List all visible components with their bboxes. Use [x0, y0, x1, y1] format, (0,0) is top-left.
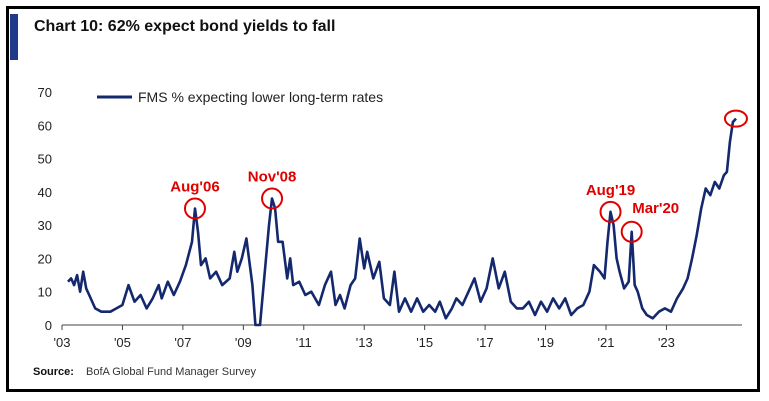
x-tick-label: '23 — [658, 335, 675, 350]
y-tick-label: 20 — [38, 251, 52, 266]
annotation-label: Aug'19 — [586, 182, 635, 199]
series-line — [67, 117, 737, 327]
x-tick-label: '15 — [416, 335, 433, 350]
y-tick-label: 70 — [38, 85, 52, 100]
y-tick-label: 30 — [38, 218, 52, 233]
x-tick-label: '03 — [54, 335, 71, 350]
x-tick-label: '17 — [477, 335, 494, 350]
chart-title: Chart 10: 62% expect bond yields to fall — [34, 18, 336, 35]
y-tick-label: 60 — [38, 118, 52, 133]
y-tick-label: 40 — [38, 185, 52, 200]
title-accent-bar — [10, 14, 18, 60]
y-axis: 0 10 20 30 40 50 60 70 — [38, 85, 52, 333]
x-tick-label: '21 — [598, 335, 615, 350]
x-tick-label: '11 — [296, 335, 312, 350]
annotation-circle — [599, 200, 622, 223]
source-text: BofA Global Fund Manager Survey — [86, 366, 256, 378]
y-tick-label: 10 — [38, 285, 52, 300]
x-tick-label: '19 — [537, 335, 554, 350]
y-tick-label: 0 — [45, 318, 52, 333]
annotation-circle — [261, 187, 284, 210]
chart-frame — [6, 6, 760, 392]
x-tick-label: '13 — [356, 335, 373, 350]
annotation-label: Mar'20 — [632, 200, 679, 217]
source-label: Source: — [33, 366, 74, 378]
annotation-label: Nov'08 — [248, 169, 297, 186]
x-tick-label: '07 — [174, 335, 191, 350]
annotation-circle — [183, 197, 206, 220]
annotation-circle — [723, 109, 748, 128]
legend-label: FMS % expecting lower long-term rates — [138, 89, 383, 105]
series-layer — [67, 117, 737, 327]
x-axis: '03 '05 '07 '09 '11 '13 '15 '17 '19 '21 '23 — [54, 324, 742, 350]
legend: FMS % expecting lower long-term rates — [97, 89, 383, 105]
x-tick-label: '09 — [235, 335, 252, 350]
y-tick-label: 50 — [38, 152, 52, 167]
x-tick-label: '05 — [114, 335, 131, 350]
annotation-circle — [620, 220, 643, 243]
annotation-label: Aug'06 — [170, 179, 219, 196]
